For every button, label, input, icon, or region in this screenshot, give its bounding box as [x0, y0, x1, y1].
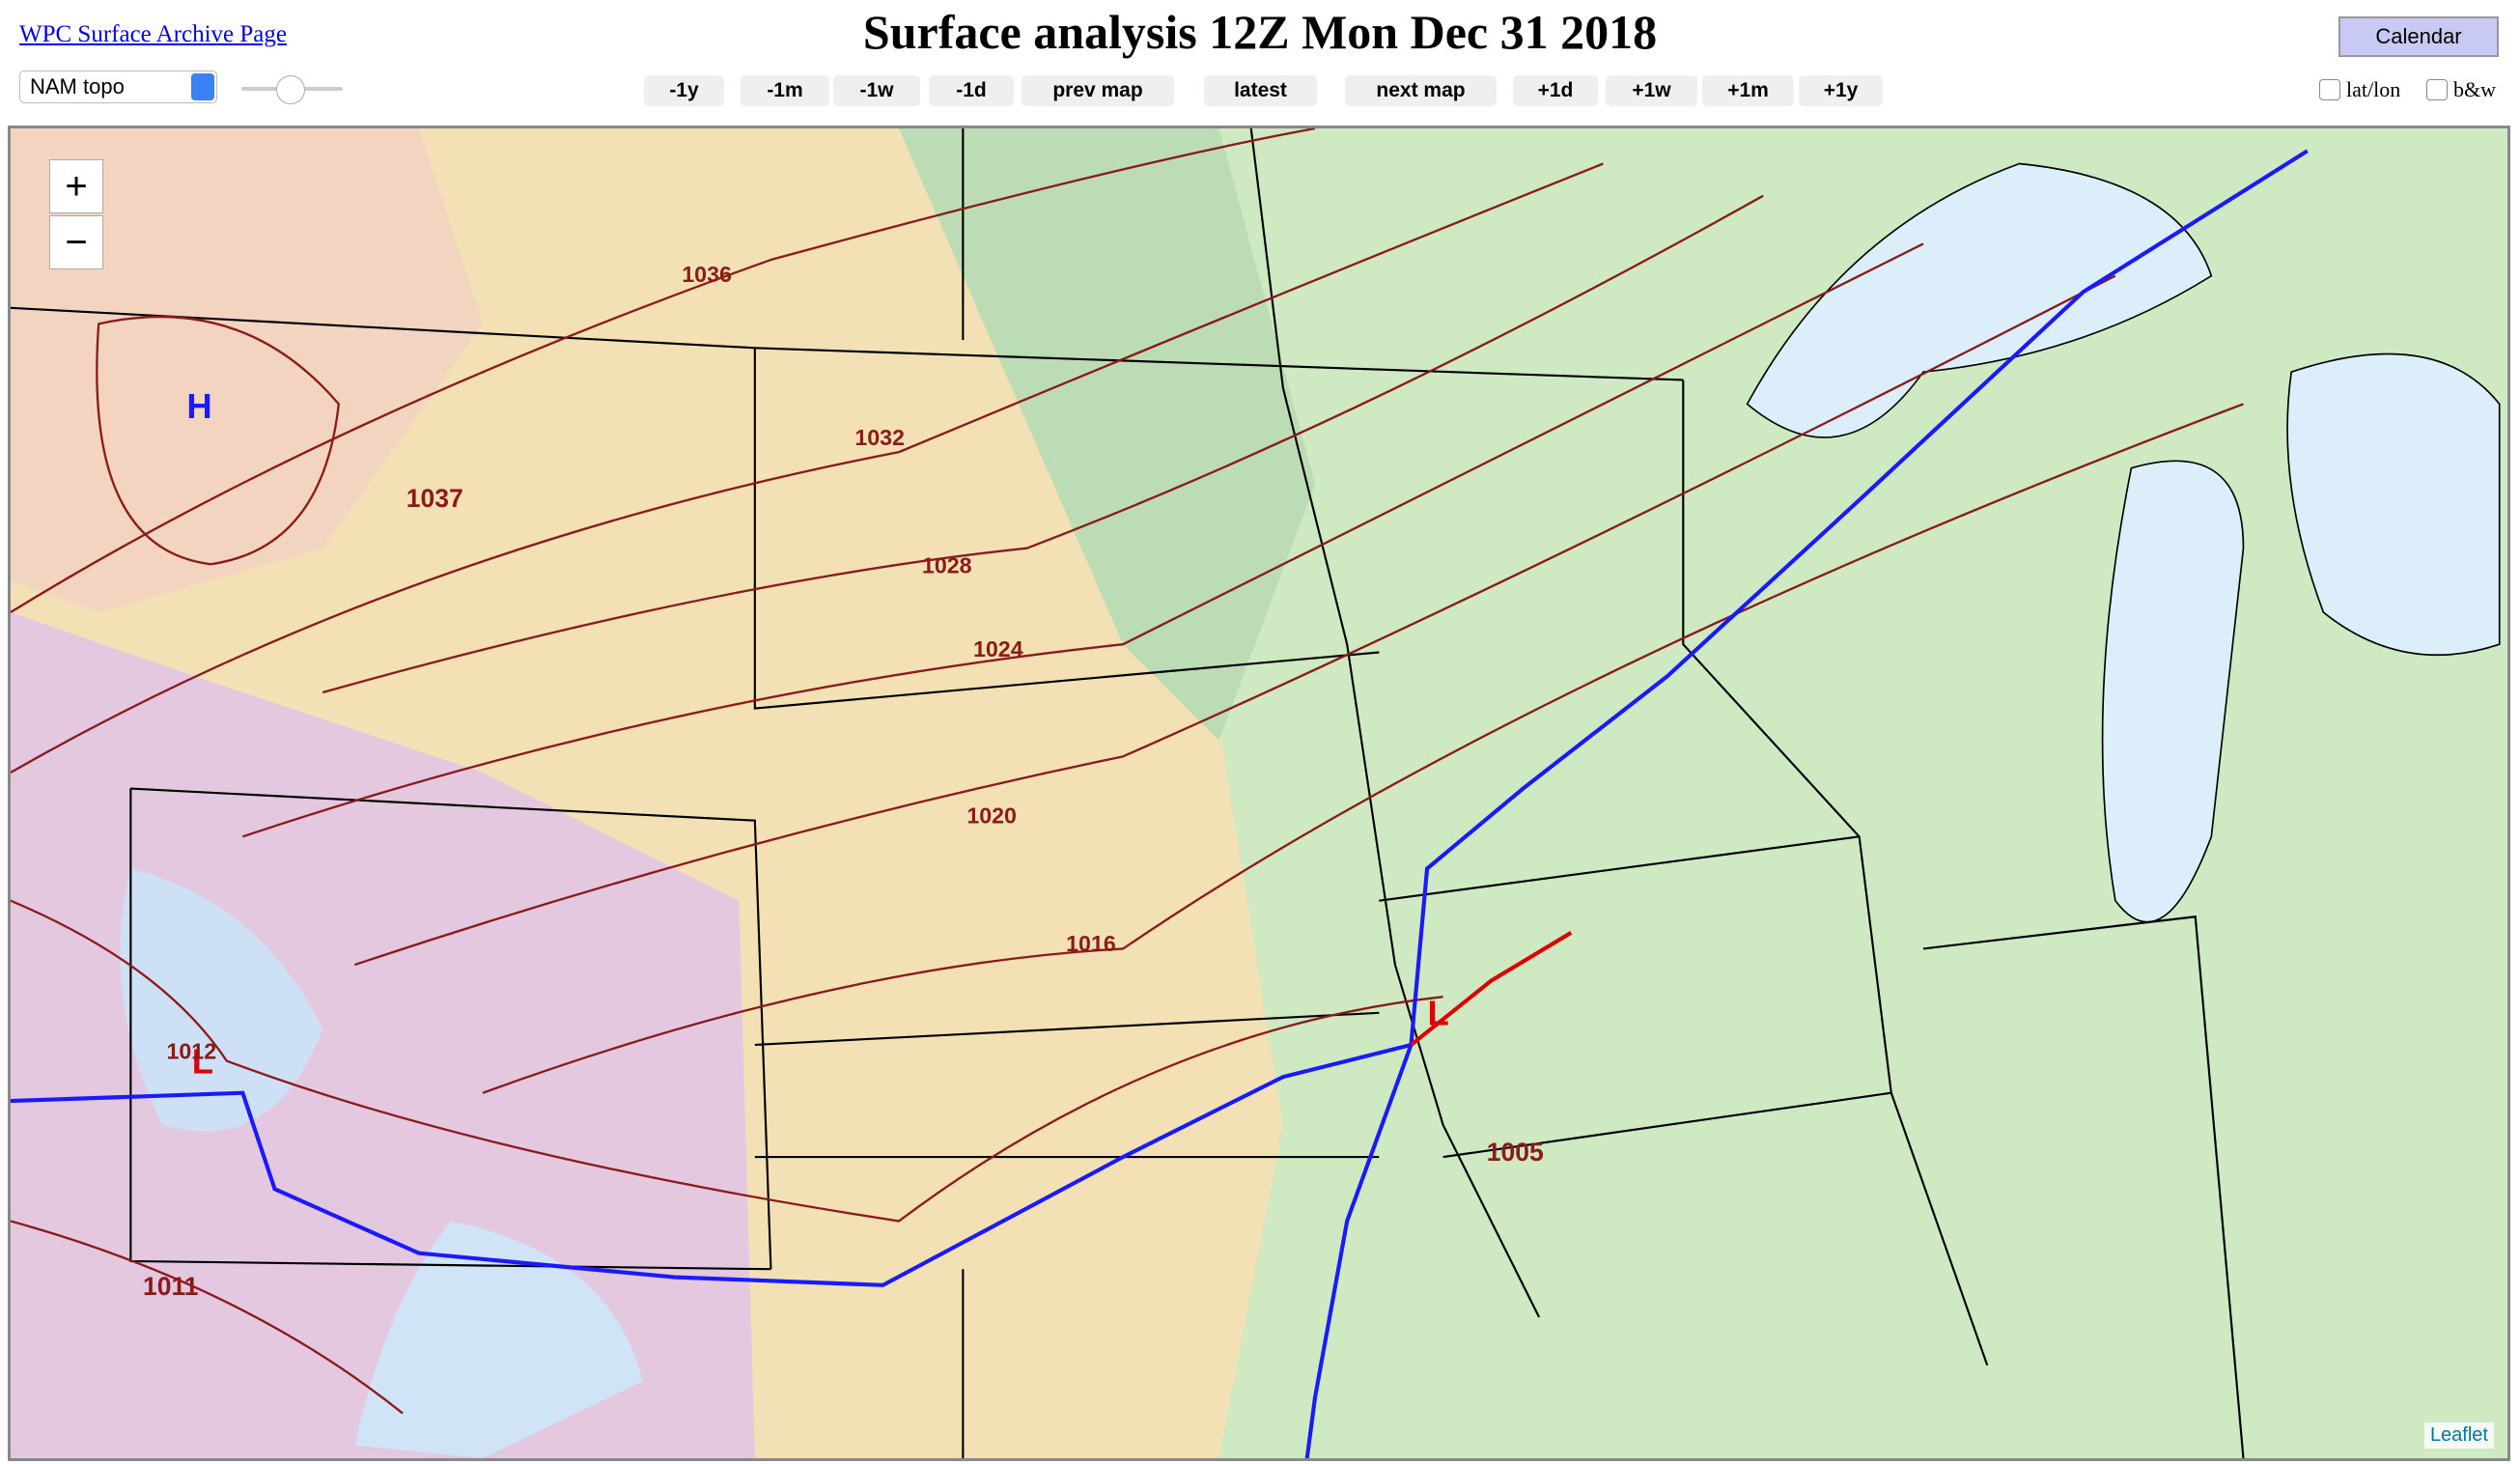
pressure-label: 1028	[922, 553, 972, 578]
nav-button[interactable]: -1w	[833, 75, 920, 106]
layer-name: NAM topo	[30, 74, 125, 99]
lake-superior	[1746, 162, 2213, 438]
map-canvas: H L L 1037 1036 1032 1028 1024 1020 1016 1012 1011 1…	[11, 128, 2507, 1458]
nav-button[interactable]: latest	[1204, 75, 1317, 106]
pressure-label: 1024	[973, 636, 1023, 662]
cold-front	[1304, 149, 2309, 1458]
pressure-label: 1012	[167, 1038, 217, 1063]
topo-high	[11, 128, 484, 613]
topo-mountains	[11, 612, 755, 1458]
pressure-label: 1020	[966, 803, 1017, 829]
slider-knob[interactable]	[276, 75, 305, 104]
cold-front	[11, 1042, 1412, 1287]
nav-button[interactable]: +1y	[1799, 75, 1883, 106]
checkbox-label: lat/lon	[2346, 77, 2401, 101]
topo-green	[899, 128, 1316, 741]
checkbox-box	[2426, 79, 2448, 100]
zoom-in[interactable]: +	[49, 159, 103, 213]
checkbox[interactable]: b&w	[2426, 77, 2496, 102]
page-title: Surface analysis 12Z Mon Dec 31 2018	[862, 5, 1658, 59]
nav-button[interactable]: -1y	[644, 75, 724, 106]
pressure-label: L	[1428, 994, 1449, 1033]
select-arrow	[191, 73, 214, 100]
checkbox-box	[2319, 79, 2340, 100]
archive-link[interactable]: WPC Surface Archive Page	[19, 21, 288, 47]
checkbox[interactable]: lat/lon	[2319, 77, 2400, 102]
pressure-label: 1037	[406, 484, 463, 513]
pressure-label: 1011	[143, 1272, 199, 1301]
map[interactable]: H L L 1037 1036 1032 1028 1024 1020 1016 1012 1011 1…	[8, 126, 2510, 1461]
pressure-label: H	[186, 386, 211, 426]
lake-michigan	[2101, 460, 2245, 923]
nav-button[interactable]: +1d	[1513, 75, 1598, 106]
calendar-button[interactable]: Calendar	[2338, 16, 2499, 57]
warm-front	[1410, 931, 1573, 1047]
pressure-label: L	[192, 1042, 213, 1082]
isobars	[11, 128, 2244, 1415]
pressure-label: 1036	[682, 262, 732, 287]
lake-huron	[2286, 352, 2501, 657]
map-labels: H L L 1037 1036 1032 1028 1024 1020 1016 1012 1011 1…	[143, 262, 1544, 1301]
topo-basin	[120, 868, 323, 1132]
topo-basin	[354, 1221, 643, 1458]
pressure-label: 1005	[1487, 1138, 1544, 1167]
checkbox-label: b&w	[2453, 77, 2496, 101]
pressure-label: 1032	[854, 425, 905, 450]
nav-button[interactable]: prev map	[1022, 75, 1174, 106]
zoom-out[interactable]: −	[49, 215, 103, 269]
nav-button[interactable]: next map	[1345, 75, 1497, 106]
layer-select[interactable]: NAM topo	[19, 70, 217, 103]
nav-button[interactable]: -1d	[929, 75, 1014, 106]
pressure-label: 1016	[1066, 931, 1116, 956]
nav-button[interactable]: +1m	[1702, 75, 1794, 106]
nav-button[interactable]: +1w	[1606, 75, 1697, 106]
attribution[interactable]: Leaflet	[2423, 1422, 2494, 1449]
nav-button[interactable]: -1m	[741, 75, 829, 106]
